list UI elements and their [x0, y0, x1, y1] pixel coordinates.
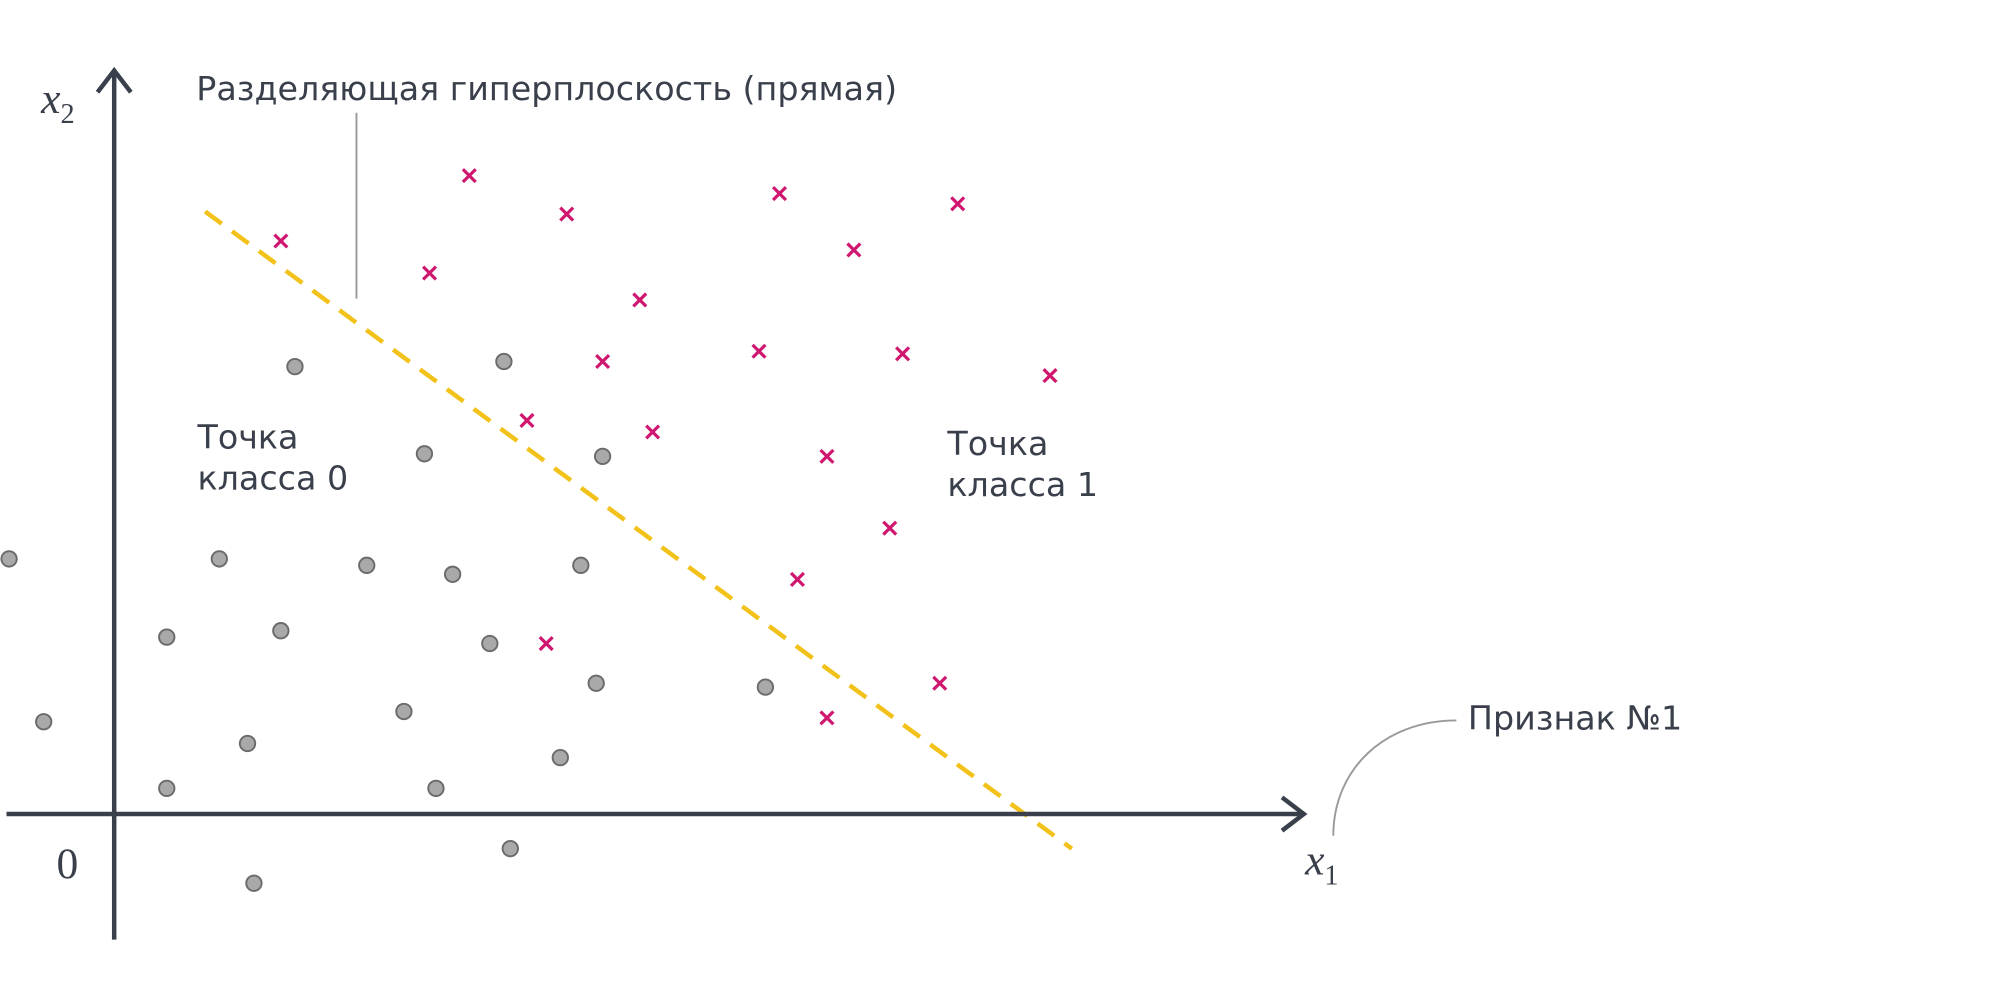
class0-point	[286, 357, 304, 376]
axis-subscript: 1	[1324, 861, 1338, 892]
class0-point	[158, 628, 176, 646]
class0-point	[238, 734, 257, 753]
axis-subscript: 2	[60, 99, 74, 130]
class1-point	[882, 520, 898, 536]
y-axis-label: x2	[40, 75, 74, 130]
class1-point	[789, 571, 805, 587]
class0-point	[593, 447, 612, 466]
class1-label: Точка класса 1	[946, 424, 1098, 504]
class0-point	[0, 550, 18, 568]
class0-point	[415, 445, 434, 463]
class1-point	[819, 710, 835, 726]
hyperplane-label: Разделяющая гиперплоскость (прямая)	[196, 69, 897, 108]
class0-point	[395, 702, 413, 721]
class1-point	[422, 265, 438, 281]
class1-line: класса 1	[947, 465, 1098, 504]
class1-point	[846, 242, 862, 258]
class1-point	[1042, 368, 1058, 384]
origin-label: 0	[57, 840, 79, 888]
feature-label: Признак №1	[1468, 698, 1682, 737]
class0-point	[587, 674, 605, 692]
class0-point	[495, 352, 513, 371]
class0-point	[245, 874, 263, 892]
class1-point	[751, 343, 767, 359]
class1-point	[595, 353, 611, 370]
class0-point	[210, 550, 228, 568]
class0-point	[551, 748, 569, 767]
class1-point	[519, 412, 535, 429]
class0-point	[272, 622, 290, 640]
class1-point	[932, 675, 948, 691]
class0-point	[35, 713, 53, 731]
class0-point	[158, 779, 176, 798]
leader-curve	[1332, 719, 1457, 836]
class0-point	[427, 779, 445, 798]
class0-line: класса 0	[198, 459, 349, 498]
class1-point	[273, 233, 289, 249]
class1-point	[632, 292, 648, 308]
class0-point	[358, 556, 376, 574]
class1-line: Точка	[946, 424, 1048, 463]
axis-symbol: x	[1304, 836, 1325, 884]
class0-point	[756, 678, 775, 696]
class1-point	[950, 196, 966, 212]
points	[0, 168, 1058, 892]
class0-point	[501, 839, 519, 858]
class0-label: Точка класса 0	[197, 418, 349, 498]
class0-point	[572, 556, 590, 574]
class1-point	[819, 448, 835, 464]
class0-point	[481, 634, 499, 653]
class1-point	[538, 635, 554, 652]
class1-point	[461, 168, 477, 184]
class0-line: Точка	[197, 418, 299, 457]
x-axis-arrow	[1280, 795, 1308, 833]
axis-symbol: x	[40, 75, 61, 123]
y-axis-arrow	[95, 66, 133, 94]
x-axis-label: x1	[1304, 836, 1338, 891]
class1-point	[895, 346, 911, 362]
class1-point	[771, 186, 788, 202]
class0-point	[443, 565, 462, 583]
separating-line	[203, 209, 1074, 851]
class1-point	[645, 424, 661, 440]
class1-point	[559, 206, 575, 222]
